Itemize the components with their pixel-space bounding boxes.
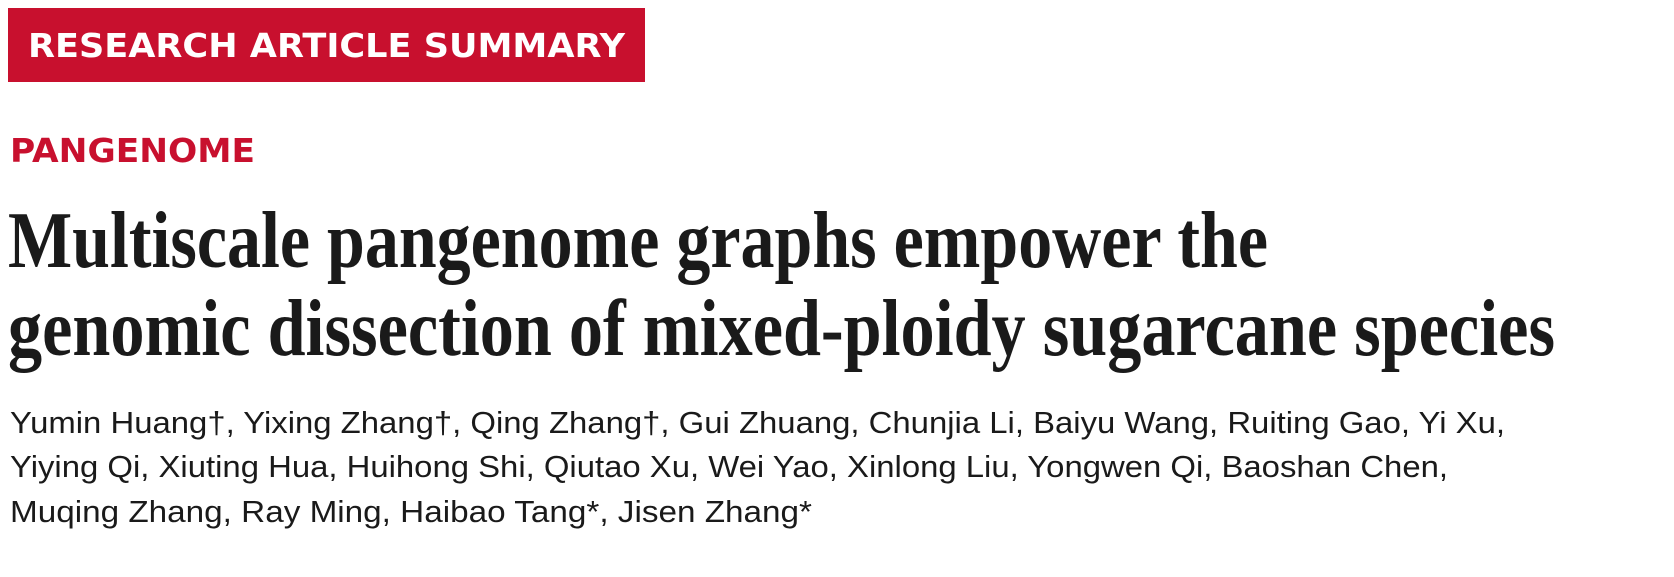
author-line: Muqing Zhang, Ray Ming, Haibao Tang*, Ji… — [10, 494, 812, 529]
banner: RESEARCH ARTICLE SUMMARY — [28, 26, 626, 65]
title-line: genomic dissection of mixed-ploidy sugar… — [8, 285, 1555, 373]
section-label: PANGENOME — [10, 131, 255, 170]
banner-box — [8, 8, 645, 82]
title-line: Multiscale pangenome graphs empower the — [8, 197, 1268, 285]
author-line: Yiying Qi, Xiuting Hua, Huihong Shi, Qiu… — [10, 449, 1448, 484]
author-line: Yumin Huang†, Yixing Zhang†, Qing Zhang†… — [10, 405, 1505, 440]
